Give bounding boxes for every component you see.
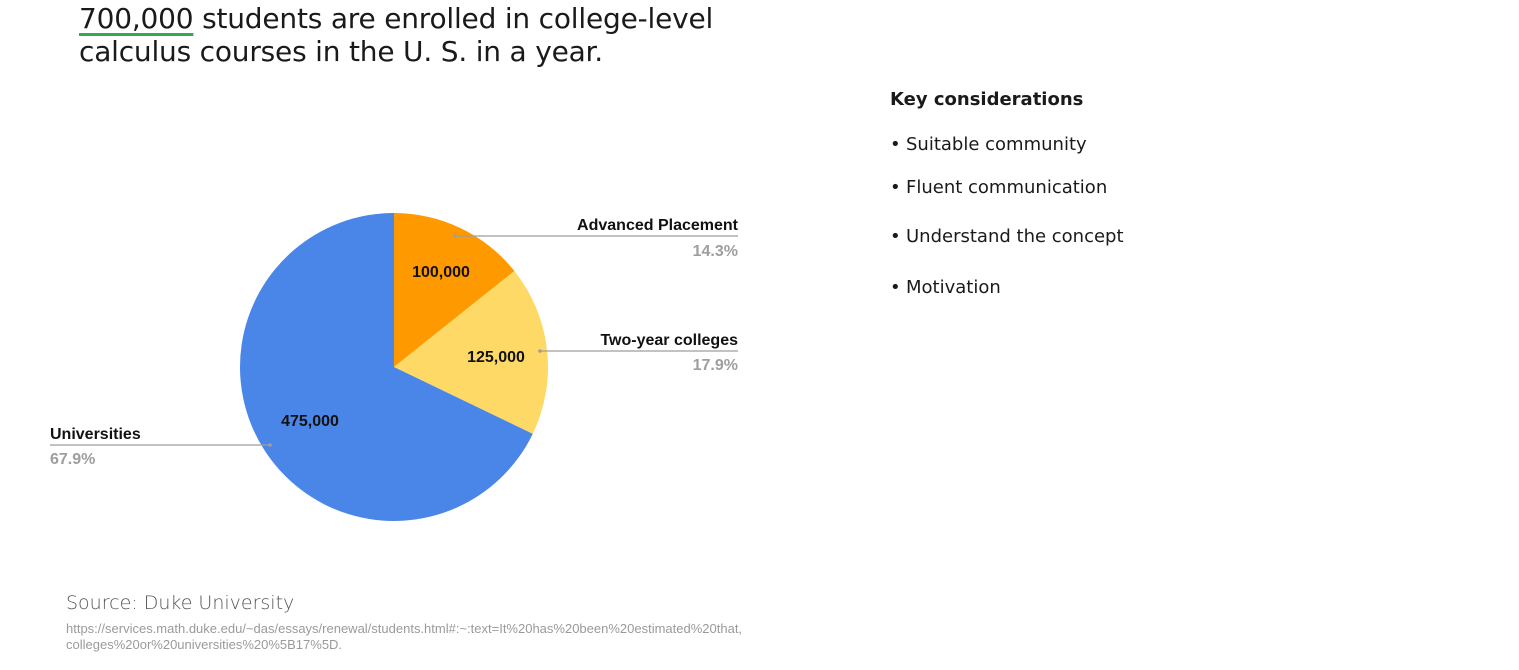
source-label: Source: Duke University	[66, 592, 295, 614]
key-considerations-list: Suitable community Fluent communication …	[890, 134, 1310, 298]
headline-highlight: 700,000	[79, 2, 194, 35]
slice-value-label: 475,000	[281, 413, 339, 430]
callout-dot	[538, 349, 542, 353]
list-item: Motivation	[890, 277, 1310, 298]
callout-percent: 67.9%	[50, 451, 95, 468]
list-item: Fluent communication	[890, 177, 1310, 198]
callout-label: Advanced Placement	[577, 217, 739, 234]
callout-percent: 14.3%	[693, 243, 738, 260]
callout-label: Universities	[50, 426, 141, 443]
callout-percent: 17.9%	[693, 357, 738, 374]
key-considerations-panel: Key considerations Suitable community Fl…	[890, 89, 1310, 298]
key-considerations-title: Key considerations	[890, 89, 1084, 110]
slice-value-label: 100,000	[412, 264, 470, 281]
pie-chart: Advanced Placement 14.3% 100,000 Two-year c…	[50, 213, 739, 521]
slice-value-label: 125,000	[467, 349, 525, 366]
source-url: https://services.math.duke.edu/~das/essa…	[66, 621, 743, 652]
headline: 700,000 students are enrolled in college…	[79, 2, 779, 68]
headline-text: students are enrolled in college-level c…	[79, 2, 714, 68]
callout-dot	[453, 234, 457, 238]
list-item: Understand the concept	[890, 226, 1310, 247]
callout-dot	[268, 443, 272, 447]
pie-slice-two-year-colleges	[394, 270, 548, 434]
list-item: Suitable community	[890, 134, 1310, 155]
pie-slice-universities	[239, 213, 533, 521]
pie-slice-advanced-placement	[394, 213, 515, 367]
callout-label: Two-year colleges	[600, 332, 738, 349]
